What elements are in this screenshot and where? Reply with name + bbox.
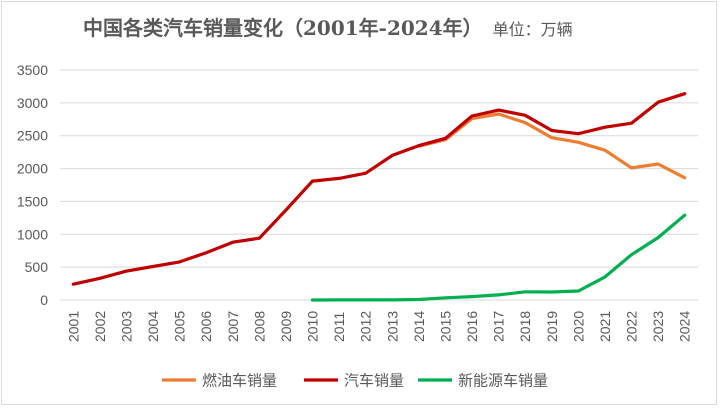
x-tick-label: 2013 xyxy=(384,311,400,342)
series-line-1 xyxy=(417,112,687,180)
x-tick-label: 2004 xyxy=(145,311,161,342)
x-tick-label: 2007 xyxy=(225,311,241,342)
y-tick-label: 3500 xyxy=(17,62,48,78)
x-tick-label: 2020 xyxy=(570,311,586,342)
legend: 燃油车销量 汽车销量 新能源车销量 xyxy=(162,372,548,390)
y-tick-label: 1000 xyxy=(17,226,48,242)
x-tick-label: 2016 xyxy=(464,311,480,342)
legend-label: 燃油车销量 xyxy=(202,372,277,390)
x-tick-label: 2017 xyxy=(491,311,507,342)
y-tick-label: 3000 xyxy=(17,95,48,111)
chart-title: 中国各类汽车销量变化（2001年-2024年） xyxy=(83,16,483,40)
x-tick-label: 2010 xyxy=(305,311,321,342)
y-tick-label: 2000 xyxy=(17,161,48,177)
y-tick-label: 500 xyxy=(25,259,49,275)
y-axis-ticks: 0 500 1000 1500 2000 2500 3000 3500 xyxy=(17,62,48,308)
series-line-2 xyxy=(71,92,687,286)
x-tick-label: 2005 xyxy=(172,311,188,342)
x-tick-label: 2012 xyxy=(358,311,374,342)
x-tick-label: 2022 xyxy=(624,311,640,342)
x-tick-label: 2008 xyxy=(251,311,267,342)
y-tick-label: 0 xyxy=(40,292,48,308)
x-tick-label: 2011 xyxy=(331,312,347,342)
unit-label: 单位：万辆 xyxy=(492,20,573,39)
x-tick-label: 2021 xyxy=(597,311,613,342)
x-axis-ticks: 2001 2002 2003 2004 2005 2006 2007 2008 2009 2010… xyxy=(65,311,692,342)
x-tick-label: 2019 xyxy=(544,311,560,342)
x-tick-label: 2002 xyxy=(92,311,108,342)
series-lines xyxy=(71,92,687,302)
x-tick-label: 2014 xyxy=(411,311,427,342)
legend-label: 新能源车销量 xyxy=(458,372,548,390)
x-tick-label: 2001 xyxy=(65,311,81,342)
x-tick-label: 2023 xyxy=(650,311,666,342)
y-tick-label: 1500 xyxy=(17,193,48,209)
x-tick-label: 2003 xyxy=(118,311,134,342)
x-tick-label: 2009 xyxy=(278,311,294,342)
gridlines xyxy=(60,69,698,301)
x-tick-label: 2018 xyxy=(517,311,533,342)
x-tick-label: 2006 xyxy=(198,311,214,342)
y-tick-label: 2500 xyxy=(17,128,48,144)
legend-label: 汽车销量 xyxy=(344,372,404,390)
x-tick-label: 2024 xyxy=(677,311,693,342)
series-line-3 xyxy=(310,213,687,302)
x-tick-label: 2015 xyxy=(437,311,453,342)
chart-header: 中国各类汽车销量变化（2001年-2024年） 单位：万辆 xyxy=(83,12,573,41)
